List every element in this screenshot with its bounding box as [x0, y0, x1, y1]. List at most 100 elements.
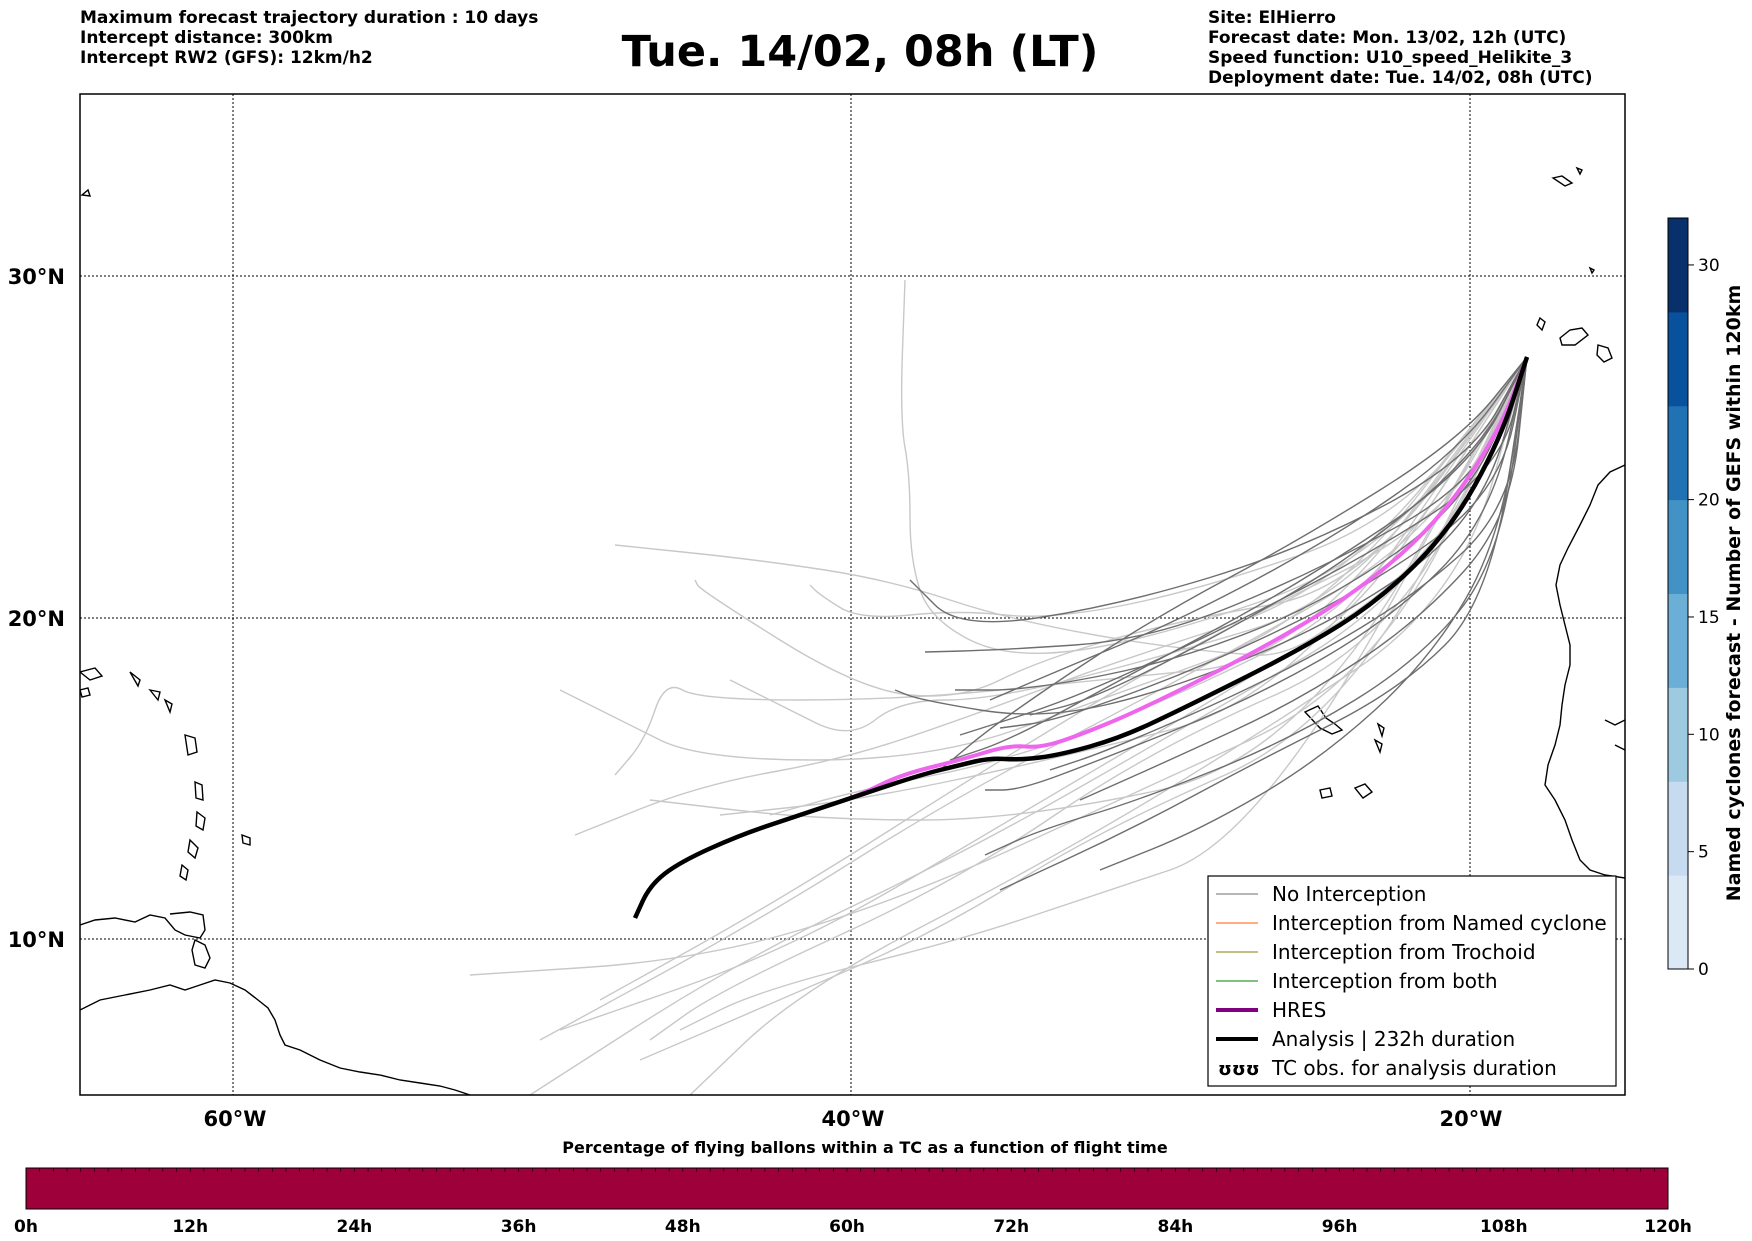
analysis-trajectory [632, 356, 1530, 919]
no-interception-trajectory [924, 356, 1528, 653]
lon-label-20w: 20°W [1440, 1107, 1503, 1131]
legend-label: HRES [1272, 998, 1326, 1022]
legend-item: No Interception [1216, 882, 1426, 906]
gefs-member-trajectory [719, 356, 1528, 816]
bottom-colorbar-tick-label: 120h [1644, 1217, 1692, 1237]
lesser-antilles-6 [241, 833, 251, 846]
intercept-rw2-text: Intercept RW2 (GFS): 12km/h2 [80, 48, 373, 68]
colorbar-segment [1668, 875, 1688, 970]
legend-box [1207, 875, 1617, 1087]
deployment-date-text: Deployment date: Tue. 14/02, 08h (UTC) [1208, 68, 1593, 88]
colorbar-tick-label: 10 [1698, 725, 1720, 745]
max-duration-text: Maximum forecast trajectory duration : 1… [80, 8, 539, 28]
legend-label: Analysis | 232h duration [1272, 1027, 1515, 1051]
no-interception-trajectory [949, 356, 1528, 761]
trinidad-island [191, 939, 211, 969]
legend-item: ʊʊʊ TC obs. for analysis duration [1218, 1056, 1557, 1080]
colorbar-tick-label: 0 [1698, 960, 1709, 980]
bottom-colorbar-bar [25, 1167, 1669, 1210]
colorbar-segment [1668, 687, 1688, 782]
bottom-colorbar-tick-label: 24h [337, 1217, 373, 1237]
no-interception-trajectory [989, 356, 1528, 701]
cyclone-count-colorbar: 0 5 10 15 20 30 Named cyclones forecast - Num… [1667, 217, 1745, 980]
legend-label: Interception from both [1272, 969, 1498, 993]
caribbean-islands [80, 667, 173, 715]
tc-percentage-colorbar: Percentage of flying ballons within a TC… [14, 1138, 1692, 1237]
lat-label-30n: 30°N [8, 265, 65, 289]
bottom-colorbar-tick-label: 36h [501, 1217, 537, 1237]
speed-function-text: Speed function: U10_speed_Helikite_3 [1208, 48, 1573, 68]
lon-label-40w: 40°W [822, 1107, 885, 1131]
no-interception-trajectory [1029, 356, 1528, 716]
forecast-date-text: Forecast date: Mon. 13/02, 12h (UTC) [1208, 28, 1567, 48]
lat-label-10n: 10°N [8, 928, 65, 952]
colorbar-tick-label: 30 [1698, 256, 1720, 276]
map-frame [79, 93, 1626, 1096]
gefs-member-trajectory [689, 356, 1528, 1095]
gefs-member-trajectory [574, 356, 1528, 836]
colorbar-segment [1668, 499, 1688, 594]
bottom-colorbar-tick-label: 48h [665, 1217, 701, 1237]
lesser-antilles-4 [187, 838, 199, 860]
no-interception-trajectory [999, 356, 1528, 729]
legend-item: HRES [1216, 998, 1326, 1022]
legend-label: Interception from Named cyclone [1272, 911, 1607, 935]
bottom-colorbar-title: Percentage of flying ballons within a TC… [562, 1138, 1168, 1157]
no-interception-trajectory [939, 356, 1528, 771]
colorbar-segment [1668, 593, 1688, 688]
gefs-member-trajectory [614, 356, 1528, 776]
lat-label-20n: 20°N [8, 607, 65, 631]
lesser-antilles-5 [179, 863, 189, 882]
lesser-antilles-1 [184, 734, 198, 756]
map-panel: No Interception Interception from Named c… [79, 93, 1626, 1096]
gefs-member-trajectory [649, 356, 1528, 821]
canary-islands [1536, 316, 1613, 363]
colorbar-frame [1667, 217, 1689, 970]
no-interception-trajectory [1079, 356, 1528, 801]
gefs-member-trajectory [809, 356, 1528, 618]
gefs-member-trajectory [649, 356, 1528, 1041]
coastlines [80, 166, 1625, 1095]
graticule [80, 94, 1625, 1095]
bottom-colorbar-tick-label: 84h [1158, 1217, 1194, 1237]
bottom-colorbar-tick-label: 0h [14, 1217, 38, 1237]
legend-item: Interception from Trochoid [1216, 940, 1536, 964]
axis-labels: 60°W 40°W 20°W 30°N 20°N 10°N [8, 265, 1503, 1131]
colorbar-segment [1668, 405, 1688, 501]
bottom-colorbar-tick-label: 12h [172, 1217, 208, 1237]
page-title: Tue. 14/02, 08h (LT) [621, 27, 1099, 77]
no-interception-trajectory [909, 356, 1528, 623]
gefs-member-trajectory [539, 356, 1528, 1041]
africa-coast-south [1604, 719, 1625, 751]
south-america-coast [80, 979, 471, 1095]
atlantic-islets [80, 188, 1596, 275]
cyclone-symbols-icon: ʊʊʊ [1218, 1059, 1260, 1080]
colorbar-tick-label: 5 [1698, 843, 1709, 863]
gefs-member-trajectory [639, 356, 1528, 1061]
gefs-member-trajectory [614, 356, 1528, 656]
bottom-colorbar-tick-label: 72h [993, 1217, 1029, 1237]
lesser-antilles-2 [194, 780, 204, 801]
no-interception-trajectory [984, 356, 1528, 856]
no-interception-trajectory [955, 356, 1528, 691]
no-interception-trajectory [959, 356, 1528, 736]
legend: No Interception Interception from Named c… [1207, 875, 1617, 1087]
colorbar-tick-label: 20 [1698, 491, 1720, 511]
bottom-colorbar-tick-label: 96h [1322, 1217, 1358, 1237]
legend-label: TC obs. for analysis duration [1271, 1056, 1557, 1080]
legend-label: Interception from Trochoid [1272, 940, 1536, 964]
legend-item: Analysis | 232h duration [1216, 1027, 1515, 1051]
legend-item: Interception from Named cyclone [1216, 911, 1607, 935]
no-interception-trajectory [1099, 356, 1528, 871]
site-info: Site: ElHierro Forecast date: Mon. 13/02… [1208, 8, 1593, 88]
gefs-member-trajectory [559, 356, 1528, 761]
site-text: Site: ElHierro [1208, 8, 1336, 28]
intercept-distance-text: Intercept distance: 300km [80, 28, 333, 48]
venezuela-coast [80, 911, 206, 939]
madeira-islands [1551, 166, 1583, 187]
cape-verde-islands [1303, 705, 1385, 799]
colorbar-segment [1668, 218, 1688, 313]
legend-label: No Interception [1272, 882, 1426, 906]
lon-label-60w: 60°W [204, 1107, 267, 1131]
